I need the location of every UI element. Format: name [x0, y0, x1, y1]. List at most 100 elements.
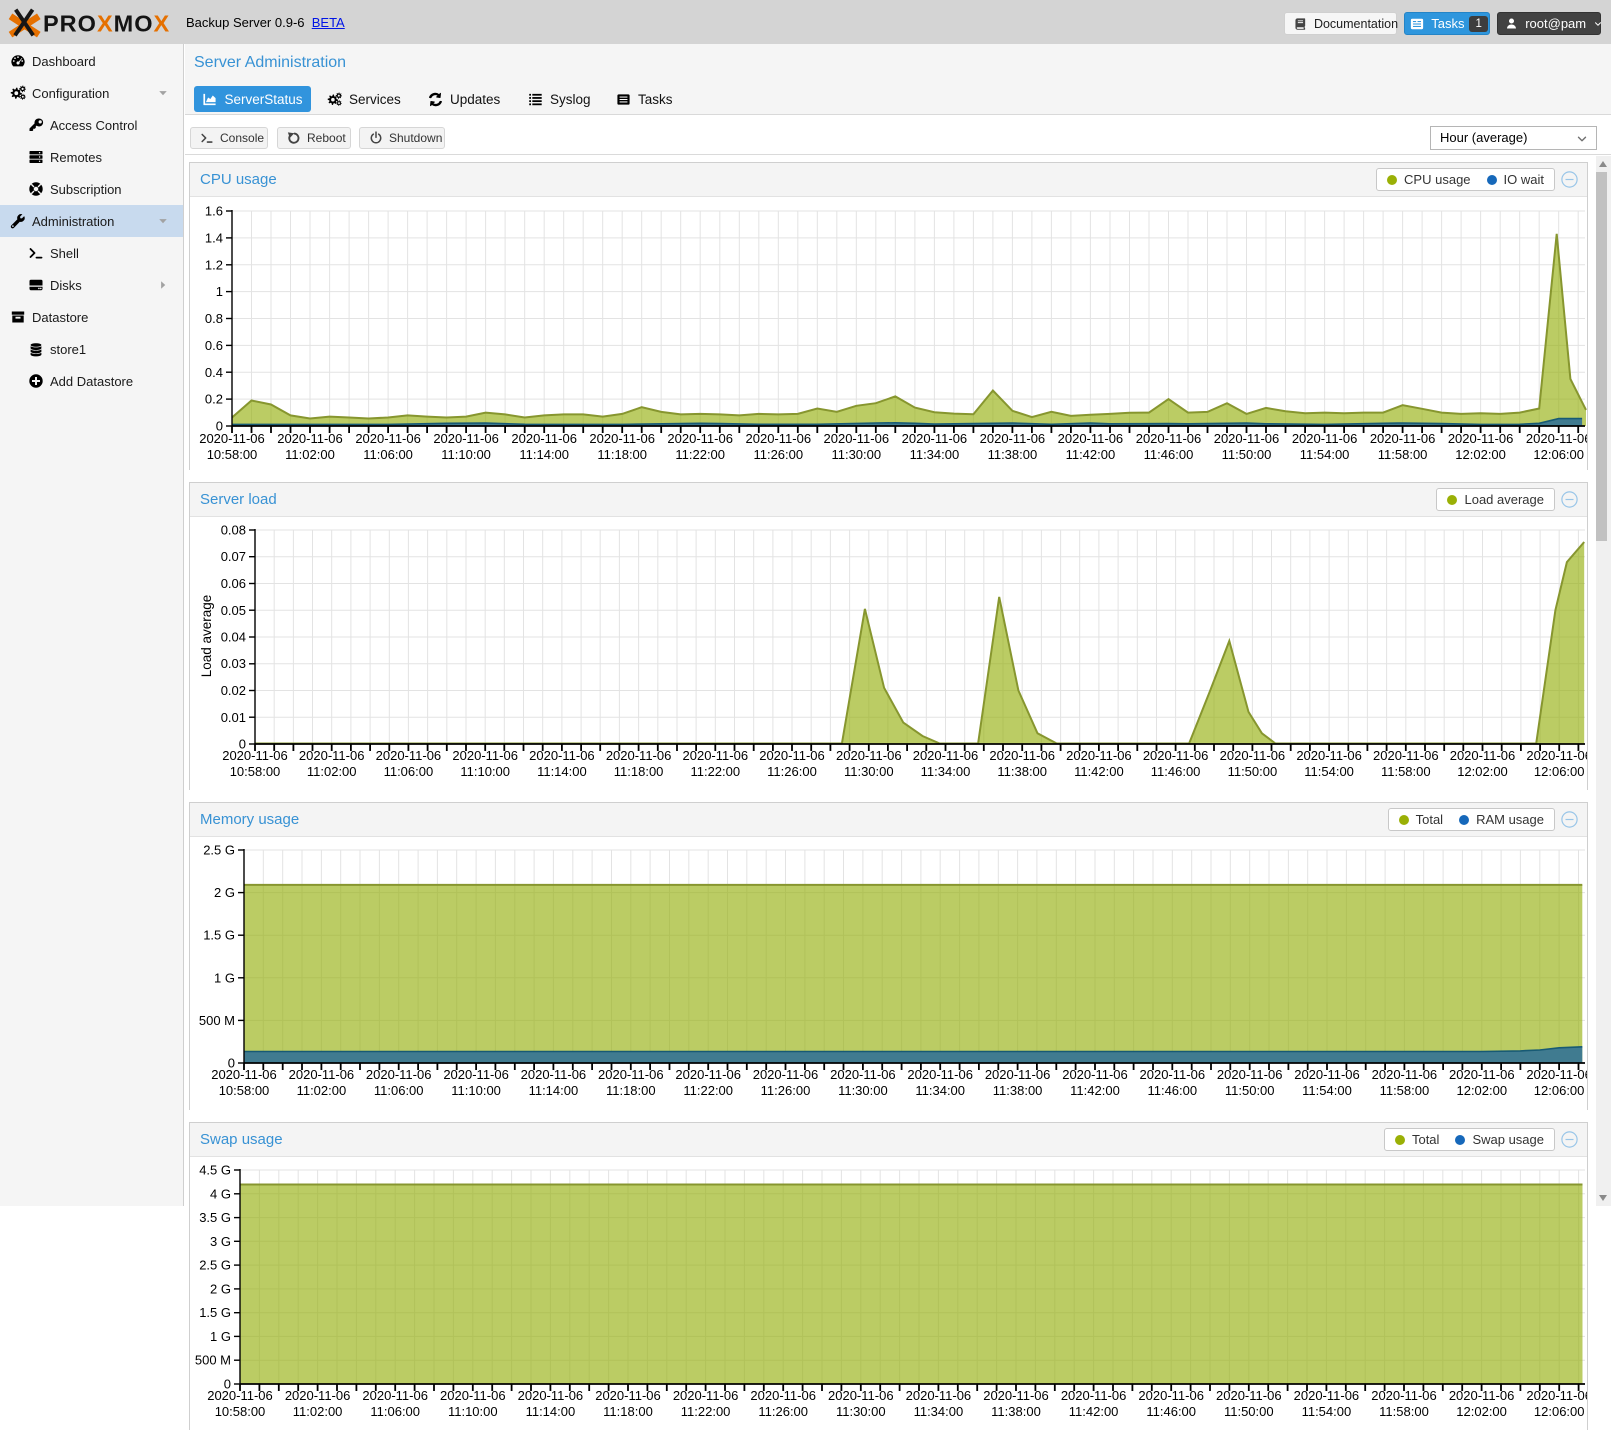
svg-text:2020-11-06: 2020-11-06: [376, 748, 442, 763]
svg-text:2020-11-06: 2020-11-06: [443, 1067, 509, 1082]
svg-text:0: 0: [239, 737, 246, 752]
svg-text:500 M: 500 M: [195, 1353, 231, 1368]
svg-text:11:34:00: 11:34:00: [910, 447, 960, 462]
svg-text:11:50:00: 11:50:00: [1228, 764, 1278, 779]
svg-text:4 G: 4 G: [210, 1186, 231, 1201]
svg-text:11:10:00: 11:10:00: [460, 764, 510, 779]
svg-text:2020-11-06: 2020-11-06: [759, 748, 825, 763]
svg-text:11:46:00: 11:46:00: [1144, 447, 1194, 462]
svg-text:2020-11-06: 2020-11-06: [906, 1388, 972, 1403]
svg-text:2.5 G: 2.5 G: [199, 1258, 231, 1273]
svg-text:11:10:00: 11:10:00: [441, 447, 491, 462]
svg-text:11:38:00: 11:38:00: [997, 764, 1047, 779]
svg-text:0.03: 0.03: [221, 656, 246, 671]
svg-text:2020-11-06: 2020-11-06: [1136, 431, 1202, 446]
svg-text:11:34:00: 11:34:00: [921, 764, 971, 779]
svg-text:2020-11-06: 2020-11-06: [1143, 748, 1209, 763]
svg-text:12:06:00: 12:06:00: [1534, 1083, 1585, 1098]
svg-text:11:42:00: 11:42:00: [1070, 1083, 1120, 1098]
svg-text:2020-11-06: 2020-11-06: [746, 431, 812, 446]
svg-text:2020-11-06: 2020-11-06: [830, 1067, 896, 1082]
svg-text:12:06:00: 12:06:00: [1533, 447, 1584, 462]
svg-text:2020-11-06: 2020-11-06: [1217, 1067, 1283, 1082]
svg-text:12:06:00: 12:06:00: [1534, 764, 1585, 779]
svg-text:11:22:00: 11:22:00: [690, 764, 740, 779]
svg-text:2020-11-06: 2020-11-06: [1449, 1388, 1515, 1403]
svg-text:2020-11-06: 2020-11-06: [589, 431, 655, 446]
svg-text:1.4: 1.4: [205, 230, 223, 245]
svg-text:2.5 G: 2.5 G: [203, 843, 235, 858]
svg-text:12:02:00: 12:02:00: [1456, 1404, 1507, 1419]
svg-text:2020-11-06: 2020-11-06: [285, 1388, 351, 1403]
svg-text:10:58:00: 10:58:00: [207, 447, 258, 462]
svg-text:10:58:00: 10:58:00: [230, 764, 281, 779]
svg-text:2020-11-06: 2020-11-06: [750, 1388, 816, 1403]
svg-text:2020-11-06: 2020-11-06: [511, 431, 577, 446]
svg-text:3.5 G: 3.5 G: [199, 1210, 231, 1225]
svg-text:2020-11-06: 2020-11-06: [980, 431, 1046, 446]
svg-text:12:02:00: 12:02:00: [1455, 447, 1506, 462]
svg-text:0: 0: [216, 419, 223, 434]
svg-text:0.07: 0.07: [221, 549, 246, 564]
svg-text:11:50:00: 11:50:00: [1225, 1083, 1275, 1098]
svg-text:2 G: 2 G: [214, 885, 235, 900]
svg-text:0.01: 0.01: [221, 710, 246, 725]
svg-text:11:18:00: 11:18:00: [606, 1083, 656, 1098]
svg-text:11:02:00: 11:02:00: [297, 1083, 347, 1098]
svg-text:2020-11-06: 2020-11-06: [989, 748, 1055, 763]
svg-text:0.06: 0.06: [221, 576, 246, 591]
svg-text:2020-11-06: 2020-11-06: [1214, 431, 1280, 446]
svg-text:11:46:00: 11:46:00: [1146, 1404, 1196, 1419]
svg-text:11:26:00: 11:26:00: [758, 1404, 808, 1419]
svg-text:2020-11-06: 2020-11-06: [199, 431, 265, 446]
svg-text:11:22:00: 11:22:00: [683, 1083, 733, 1098]
svg-text:2020-11-06: 2020-11-06: [529, 748, 595, 763]
svg-text:11:06:00: 11:06:00: [363, 447, 413, 462]
svg-text:2020-11-06: 2020-11-06: [907, 1067, 973, 1082]
svg-text:11:10:00: 11:10:00: [451, 1083, 501, 1098]
svg-text:2020-11-06: 2020-11-06: [440, 1388, 506, 1403]
svg-text:2020-11-06: 2020-11-06: [362, 1388, 428, 1403]
svg-text:1: 1: [216, 284, 223, 299]
svg-text:11:42:00: 11:42:00: [1069, 1404, 1119, 1419]
svg-text:1.5 G: 1.5 G: [203, 928, 235, 943]
svg-text:11:38:00: 11:38:00: [991, 1404, 1041, 1419]
svg-text:0.4: 0.4: [205, 365, 223, 380]
svg-text:10:58:00: 10:58:00: [215, 1404, 266, 1419]
svg-text:1.5 G: 1.5 G: [199, 1305, 231, 1320]
svg-text:11:58:00: 11:58:00: [1380, 1083, 1430, 1098]
svg-text:2020-11-06: 2020-11-06: [518, 1388, 584, 1403]
svg-text:11:18:00: 11:18:00: [614, 764, 664, 779]
svg-text:2020-11-06: 2020-11-06: [1372, 1067, 1438, 1082]
svg-text:2020-11-06: 2020-11-06: [1373, 748, 1439, 763]
svg-text:2020-11-06: 2020-11-06: [675, 1067, 741, 1082]
svg-text:2020-11-06: 2020-11-06: [1062, 1067, 1128, 1082]
svg-text:11:58:00: 11:58:00: [1378, 447, 1428, 462]
svg-text:0.08: 0.08: [221, 523, 246, 538]
svg-text:2020-11-06: 2020-11-06: [355, 431, 421, 446]
svg-text:500 M: 500 M: [199, 1013, 235, 1028]
svg-text:12:06:00: 12:06:00: [1534, 1404, 1585, 1419]
svg-text:2020-11-06: 2020-11-06: [1220, 748, 1286, 763]
svg-text:2020-11-06: 2020-11-06: [299, 748, 365, 763]
svg-text:Load average: Load average: [199, 595, 214, 678]
svg-text:11:54:00: 11:54:00: [1302, 1083, 1352, 1098]
svg-text:2020-11-06: 2020-11-06: [1140, 1067, 1206, 1082]
svg-text:2020-11-06: 2020-11-06: [222, 748, 288, 763]
svg-text:2020-11-06: 2020-11-06: [985, 1067, 1051, 1082]
svg-text:11:02:00: 11:02:00: [293, 1404, 343, 1419]
svg-text:2020-11-06: 2020-11-06: [1526, 1388, 1587, 1403]
svg-text:11:26:00: 11:26:00: [767, 764, 817, 779]
svg-text:2020-11-06: 2020-11-06: [366, 1067, 432, 1082]
svg-text:11:58:00: 11:58:00: [1379, 1404, 1429, 1419]
svg-text:2020-11-06: 2020-11-06: [1526, 748, 1587, 763]
svg-text:2020-11-06: 2020-11-06: [211, 1067, 277, 1082]
svg-text:11:42:00: 11:42:00: [1074, 764, 1124, 779]
svg-text:11:50:00: 11:50:00: [1222, 447, 1272, 462]
svg-text:11:14:00: 11:14:00: [526, 1404, 576, 1419]
svg-text:4.5 G: 4.5 G: [199, 1163, 231, 1178]
svg-text:11:18:00: 11:18:00: [603, 1404, 653, 1419]
svg-text:11:06:00: 11:06:00: [370, 1404, 420, 1419]
svg-text:2020-11-06: 2020-11-06: [1294, 1388, 1360, 1403]
svg-text:11:14:00: 11:14:00: [529, 1083, 579, 1098]
